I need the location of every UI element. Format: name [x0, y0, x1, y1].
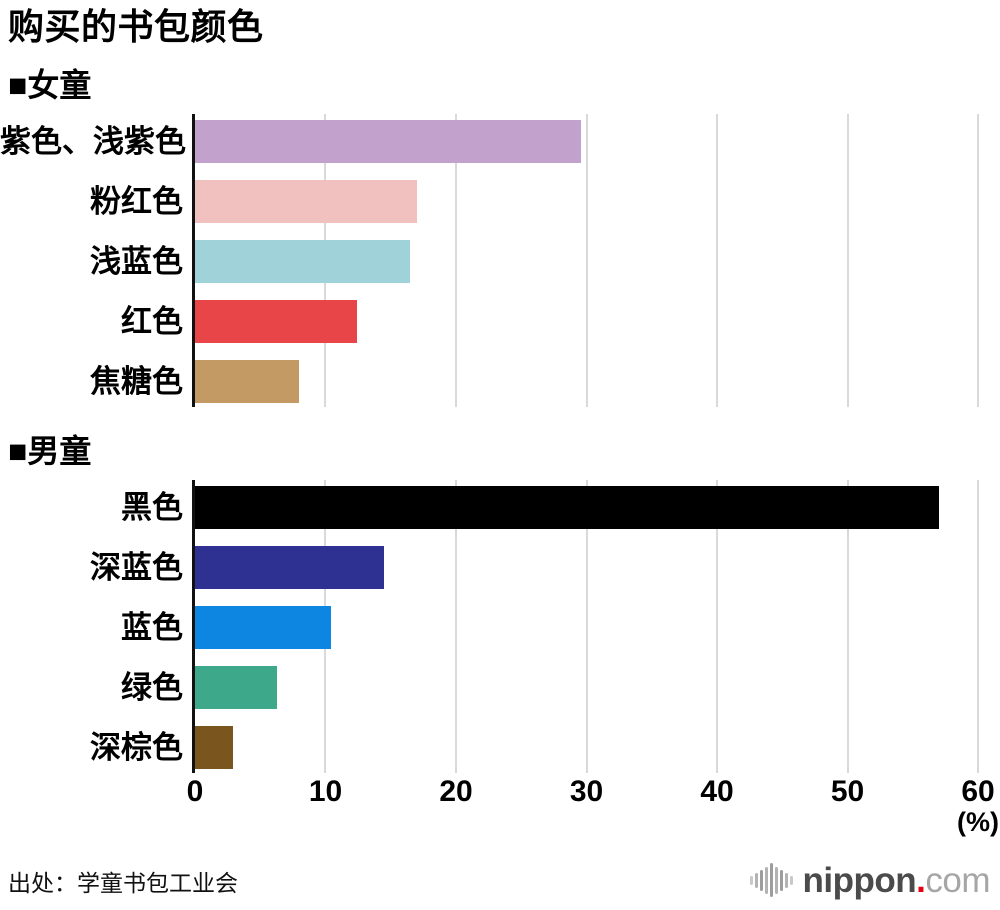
section-title-girls: ■女童: [8, 67, 92, 104]
bar-track: [195, 485, 978, 529]
category-label: 黑色: [121, 489, 183, 525]
footer: 出处：学童书包工业会 nippon.com: [0, 862, 990, 898]
y-axis-spine: [192, 114, 195, 408]
x-axis: 0 10 20 30 40 50 60: [0, 774, 995, 808]
source-note: 出处：学童书包工业会: [8, 870, 238, 897]
bar: [195, 545, 385, 589]
bar-row: 焦糖色: [0, 360, 978, 404]
x-axis-unit-row: (%): [0, 806, 999, 837]
bar-track: [195, 545, 978, 589]
bar-row: 深蓝色: [0, 545, 978, 589]
bar-track: [195, 240, 978, 284]
category-label: 深蓝色: [90, 549, 183, 585]
bar: [195, 180, 417, 224]
category-label: 红色: [121, 304, 183, 340]
bar-track: [195, 605, 978, 649]
boys-chart-section: ■男童 黑色深蓝色蓝色绿色深棕色: [0, 433, 1000, 773]
x-axis-tick-60: 60: [961, 774, 995, 808]
nippon-logo: nippon.com: [749, 860, 991, 900]
bar-track: [195, 360, 978, 404]
category-label: 粉红色: [90, 184, 183, 220]
category-label: 蓝色: [121, 609, 183, 645]
nippon-logo-text: nippon.com: [802, 860, 991, 900]
bar-row: 浅蓝色: [0, 240, 978, 284]
x-axis-tick-20: 20: [439, 774, 473, 808]
x-axis-tick-40: 40: [700, 774, 734, 808]
gridline-40: [715, 114, 718, 408]
gridline-30: [585, 114, 588, 408]
gridline-40: [715, 479, 718, 773]
bar: [195, 120, 582, 164]
page-title: 购买的书包颜色: [8, 6, 264, 47]
gridline-50: [846, 479, 849, 773]
category-label: 紫色、浅紫色: [0, 124, 186, 160]
x-axis-tick-50: 50: [830, 774, 865, 808]
bar: [195, 240, 411, 284]
gridline-20: [454, 479, 457, 773]
x-axis-tick-10: 10: [308, 774, 343, 808]
bar-row: 紫色、浅紫色: [0, 120, 978, 164]
bar-row: 黑色: [0, 485, 978, 529]
bar: [195, 605, 331, 649]
gridline-20: [454, 114, 457, 408]
y-axis-spine: [192, 479, 195, 773]
bar: [195, 665, 278, 709]
bar-track: [195, 120, 978, 164]
section-title-boys: ■男童: [8, 433, 92, 470]
bar: [195, 485, 939, 529]
category-label: 深棕色: [90, 729, 183, 765]
bar-track: [195, 300, 978, 344]
girls-bar-chart: 紫色、浅紫色粉红色浅蓝色红色焦糖色: [0, 114, 979, 408]
girls-chart-section: ■女童 紫色、浅紫色粉红色浅蓝色红色焦糖色: [0, 67, 1000, 408]
gridline-60: [977, 114, 979, 408]
x-axis-tick-0: 0: [186, 774, 204, 808]
bar: [195, 300, 357, 344]
bar: [195, 360, 300, 404]
bar-row: 绿色: [0, 665, 978, 709]
boys-bar-chart: 黑色深蓝色蓝色绿色深棕色: [0, 479, 979, 773]
gridline-30: [585, 479, 588, 773]
bar-row: 粉红色: [0, 180, 978, 224]
gridline-60: [977, 479, 979, 773]
category-label: 焦糖色: [90, 364, 183, 400]
x-axis-tick-30: 30: [569, 774, 604, 808]
gridline-50: [846, 114, 849, 408]
bar-track: [195, 665, 978, 709]
logo-word-nippon: nippon: [802, 860, 917, 900]
bar-track: [195, 180, 978, 224]
category-label: 绿色: [121, 669, 183, 705]
nippon-waveform-icon: [749, 862, 793, 898]
bar-row: 红色: [0, 300, 978, 344]
bar: [195, 725, 233, 769]
bar-row: 蓝色: [0, 605, 978, 649]
bar-row: 深棕色: [0, 725, 978, 769]
logo-word-com: com: [925, 860, 990, 900]
category-label: 浅蓝色: [90, 244, 183, 280]
bar-track: [195, 725, 978, 769]
logo-red-dot: .: [916, 860, 926, 900]
x-axis-unit-label: (%): [957, 806, 999, 837]
